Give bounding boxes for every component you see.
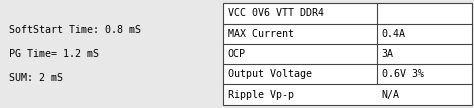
Text: 0.4A: 0.4A <box>382 29 406 39</box>
Text: PG Time= 1.2 mS: PG Time= 1.2 mS <box>9 49 100 59</box>
Text: 3A: 3A <box>382 49 394 59</box>
Text: MAX Current: MAX Current <box>228 29 293 39</box>
Text: VCC 0V6 VTT DDR4: VCC 0V6 VTT DDR4 <box>228 8 324 18</box>
Text: Output Voltage: Output Voltage <box>228 69 311 79</box>
FancyBboxPatch shape <box>223 3 472 105</box>
Text: N/A: N/A <box>382 90 400 100</box>
Text: Ripple Vp-p: Ripple Vp-p <box>228 90 293 100</box>
Text: SUM: 2 mS: SUM: 2 mS <box>9 73 64 83</box>
Text: 0.6V 3%: 0.6V 3% <box>382 69 424 79</box>
Text: SoftStart Time: 0.8 mS: SoftStart Time: 0.8 mS <box>9 25 141 35</box>
Text: OCP: OCP <box>228 49 246 59</box>
